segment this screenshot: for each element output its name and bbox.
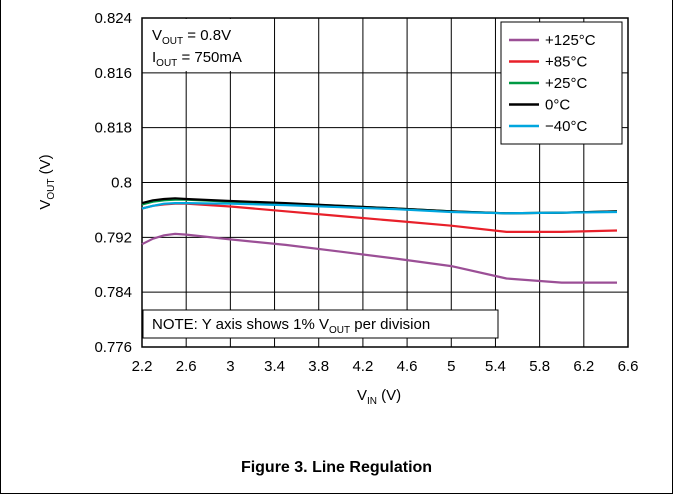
plot-area xyxy=(141,17,629,348)
legend-label: +125°C xyxy=(545,32,596,49)
x-tick-label: 5 xyxy=(447,358,455,375)
y-axis-title: VOUT (V) xyxy=(37,154,57,209)
legend-label: +25°C xyxy=(545,75,587,92)
condition-label: VOUT = 0.8V xyxy=(152,27,231,47)
x-tick-label: 6.6 xyxy=(618,358,639,375)
conditions-box xyxy=(143,19,263,71)
y-tick-label: 0.816 xyxy=(94,65,132,82)
x-tick-label: 3.8 xyxy=(308,358,329,375)
x-tick-label: 4.6 xyxy=(397,358,418,375)
note-box xyxy=(142,309,499,339)
note-text: NOTE: Y axis shows 1% VOUT per division xyxy=(152,316,430,336)
y-tick-label: 0.784 xyxy=(94,284,132,301)
series-line xyxy=(141,232,617,284)
y-tick-label: 0.824 xyxy=(94,10,132,27)
x-tick-label: 5.4 xyxy=(485,358,506,375)
series-line xyxy=(141,202,618,215)
y-tick-label: 0.818 xyxy=(94,120,132,137)
figure-caption: Figure 3. Line Regulation xyxy=(240,459,433,476)
legend-label: +85°C xyxy=(545,54,587,71)
x-axis-title: VIN (V) xyxy=(357,387,401,407)
x-tick-label: 2.6 xyxy=(176,358,197,375)
x-tick-label: 5.8 xyxy=(529,358,550,375)
y-tick-label: 0.8 xyxy=(111,175,132,192)
y-tick-label: 0.776 xyxy=(94,339,132,356)
x-tick-label: 2.2 xyxy=(132,358,153,375)
x-tick-label: 6.2 xyxy=(573,358,594,375)
legend-label: −40°C xyxy=(545,118,587,135)
x-tick-label: 3.4 xyxy=(264,358,285,375)
legend-label: 0°C xyxy=(545,97,570,114)
y-tick-label: 0.792 xyxy=(94,229,132,246)
condition-label: IOUT = 750mA xyxy=(152,49,242,69)
x-tick-label: 3 xyxy=(226,358,234,375)
x-tick-label: 4.2 xyxy=(352,358,373,375)
